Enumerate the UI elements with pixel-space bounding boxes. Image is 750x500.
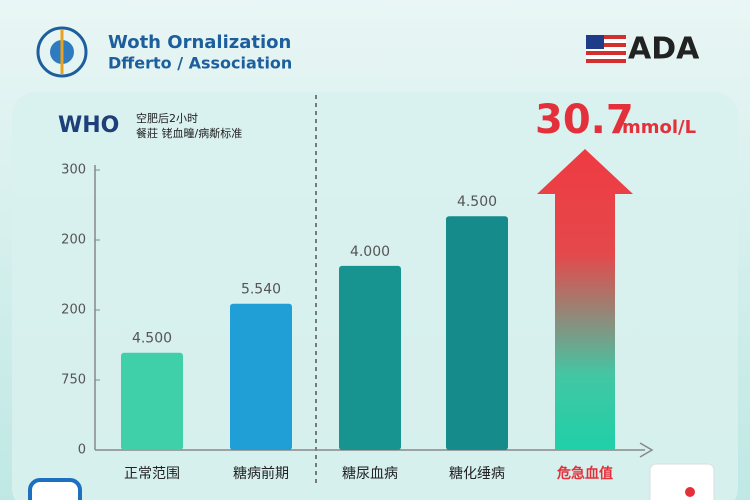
- x-axis-arrow: [639, 442, 654, 458]
- bottom-icons: [28, 463, 715, 500]
- y-tick-label: 750: [61, 373, 86, 388]
- subtitle: 餐莊 铑血疃/病斴标准: [136, 126, 242, 140]
- bar: [121, 352, 183, 450]
- y-tick-label: 0: [78, 443, 86, 458]
- x-tick-label: 糖病前期: [233, 465, 289, 482]
- callout-value: 30.7: [535, 97, 634, 143]
- us-flag: [586, 35, 626, 63]
- bar-label: 4.000: [350, 244, 390, 260]
- y-tick-label: 300: [61, 163, 86, 178]
- arrow-bar: [537, 149, 633, 450]
- org-line2: Dfferto / Association: [108, 54, 292, 73]
- x-tick-label: 危急血值: [556, 465, 613, 482]
- bar: [446, 216, 508, 450]
- bar: [230, 303, 292, 450]
- who-emblem: [36, 26, 88, 78]
- ada-logo: ADA: [628, 32, 700, 67]
- chart-title: WHO: [58, 113, 119, 138]
- bar-label: 4.500: [132, 331, 172, 347]
- x-tick-label: 糖尿血病: [342, 466, 398, 482]
- bar: [339, 265, 401, 450]
- y-tick-label: 200: [61, 303, 86, 318]
- org-line1: Woth Ornalization: [108, 32, 291, 53]
- y-tick-label: 200: [61, 233, 86, 248]
- x-tick-label: 正常范围: [124, 465, 180, 482]
- x-tick-label: 糖化缍病: [449, 466, 505, 482]
- callout-unit: mmol/L: [622, 117, 696, 138]
- subtitle: 空肥后2小时: [136, 111, 198, 125]
- bar-label: 5.540: [241, 282, 281, 298]
- bar-label: 4.500: [457, 194, 497, 210]
